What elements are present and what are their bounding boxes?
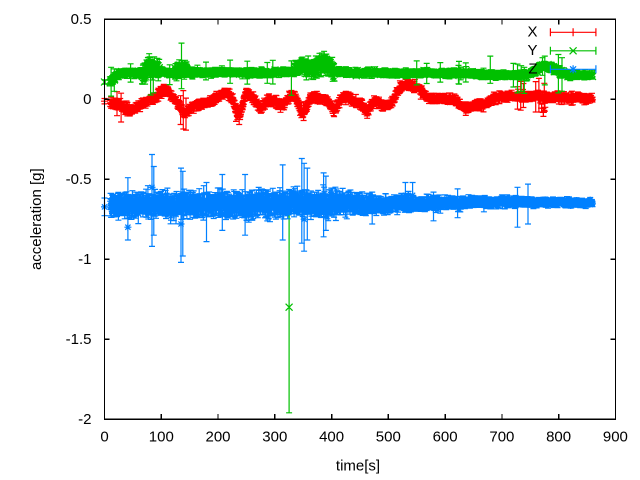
svg-text:600: 600	[433, 429, 458, 446]
svg-text:Y: Y	[527, 42, 537, 59]
svg-text:-0.5: -0.5	[66, 171, 92, 188]
svg-text:0: 0	[83, 91, 91, 108]
svg-text:0.5: 0.5	[71, 11, 92, 28]
svg-text:acceleration [g]: acceleration [g]	[28, 168, 45, 270]
svg-text:300: 300	[262, 429, 287, 446]
svg-text:800: 800	[546, 429, 571, 446]
svg-text:400: 400	[319, 429, 344, 446]
svg-text:500: 500	[376, 429, 401, 446]
svg-text:0: 0	[100, 429, 108, 446]
svg-text:time[s]: time[s]	[336, 458, 380, 475]
svg-text:100: 100	[149, 429, 174, 446]
svg-text:900: 900	[603, 429, 628, 446]
svg-text:X: X	[527, 23, 537, 40]
svg-text:-1.5: -1.5	[66, 331, 92, 348]
svg-text:-1: -1	[78, 251, 91, 268]
svg-text:700: 700	[489, 429, 514, 446]
svg-text:Z: Z	[528, 60, 537, 77]
svg-text:-2: -2	[78, 411, 91, 428]
svg-text:200: 200	[205, 429, 230, 446]
